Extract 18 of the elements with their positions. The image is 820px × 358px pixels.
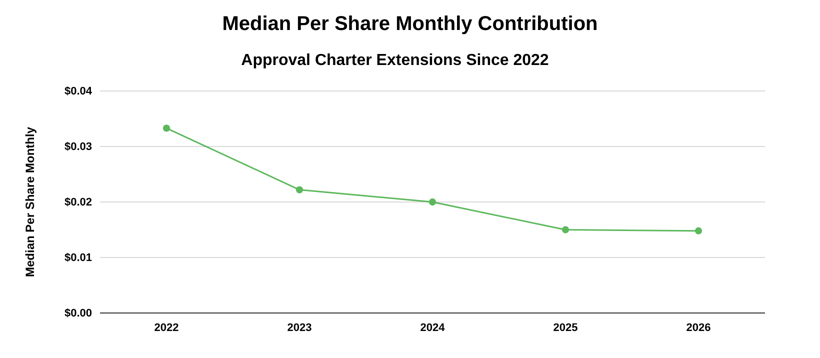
x-tick-label: 2025 [553,322,578,334]
point [562,226,570,234]
chart-subtitle: Approval Charter Extensions Since 2022 [241,52,549,69]
x-tick-label: 2024 [420,322,446,334]
y-tick-label: $0.02 [64,196,92,209]
point [428,198,436,206]
y-tick-label: $0.00 [64,308,92,320]
y-tick-label: $0.01 [64,252,92,264]
y-tick-label: $0.04 [64,86,93,98]
point [162,124,170,132]
y-axis-title: Median Per Share Monthly [23,126,37,278]
point [694,227,702,234]
x-tick-label: 2023 [287,322,312,334]
chart-title: Median Per Share Monthly Contribution [222,13,598,35]
x-tick-label: 2026 [686,322,711,334]
y-tick-label: $0.03 [64,141,92,154]
x-tick-label: 2022 [154,322,179,334]
point [296,186,304,194]
